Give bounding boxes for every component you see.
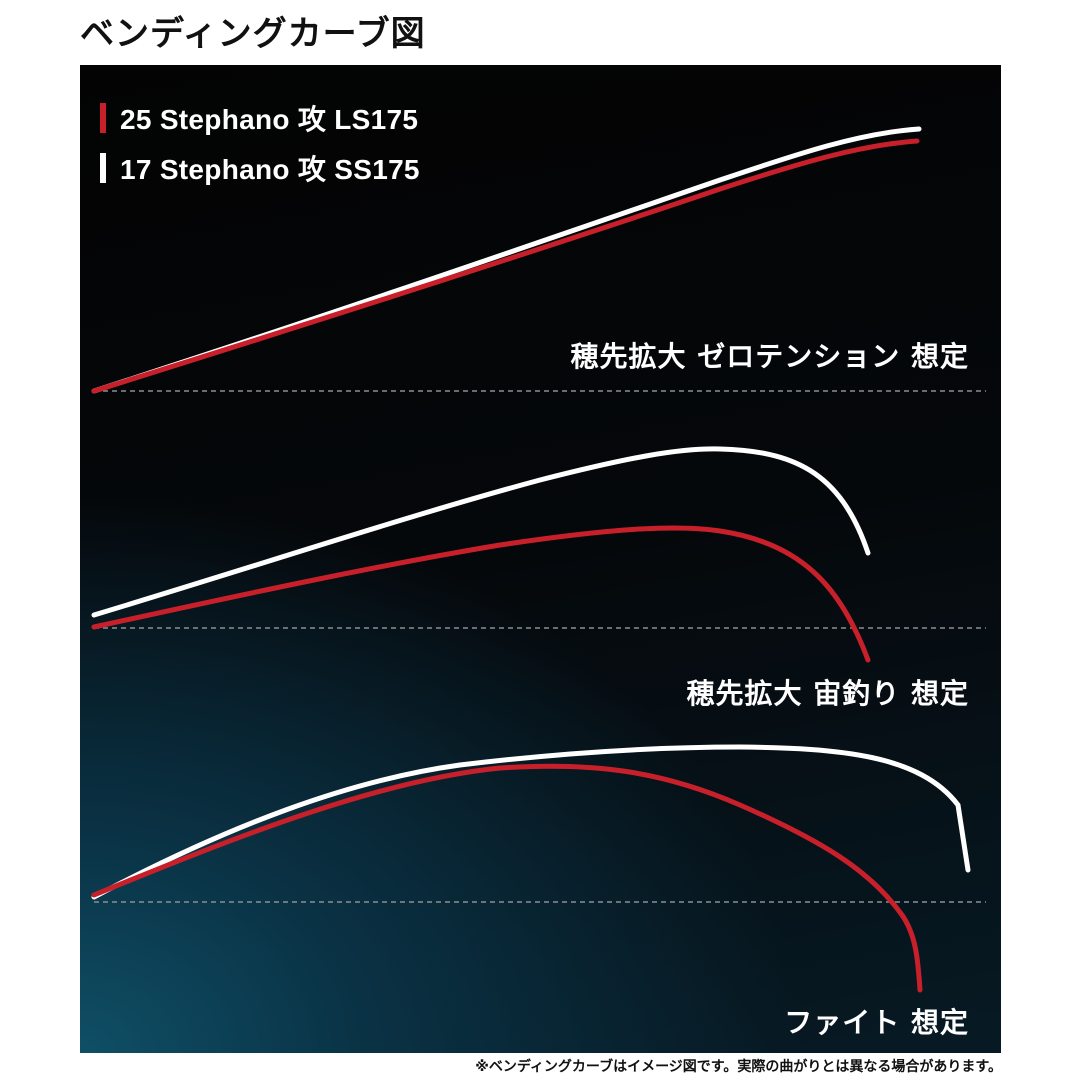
scenario-label-suspended: 穂先拡大 宙釣り 想定 xyxy=(686,677,969,710)
legend: 25 Stephano 攻 LS175 17 Stephano 攻 SS175 xyxy=(100,93,420,193)
legend-label: 17 Stephano 攻 SS175 xyxy=(120,154,420,185)
legend-item-17-stephano: 17 Stephano 攻 SS175 xyxy=(100,143,420,193)
curve-25-stephano-zero-tension xyxy=(91,138,920,394)
curve-25-stephano-fight xyxy=(91,763,923,993)
legend-item-25-stephano: 25 Stephano 攻 LS175 xyxy=(100,93,420,143)
curve-25-stephano-suspended xyxy=(91,525,871,663)
scenario-label-zero-tension: 穂先拡大 ゼロテンション 想定 xyxy=(570,340,969,373)
white-swatch-icon xyxy=(100,153,106,183)
red-swatch-icon xyxy=(100,103,106,133)
curve-17-stephano-fight xyxy=(91,744,971,900)
page-title: ベンディングカーブ図 xyxy=(80,14,426,54)
bending-curve-panel: 25 Stephano 攻 LS175 17 Stephano 攻 SS175 … xyxy=(80,65,1001,1053)
scenario-label-fight: ファイト 想定 xyxy=(784,1006,969,1039)
bending-curve-graphic xyxy=(91,126,986,993)
footnote: ※ベンディングカーブはイメージ図です。実際の曲がりとは異なる場合があります。 xyxy=(475,1059,1002,1075)
legend-label: 25 Stephano 攻 LS175 xyxy=(120,104,419,135)
curve-17-stephano-suspended xyxy=(91,446,871,618)
